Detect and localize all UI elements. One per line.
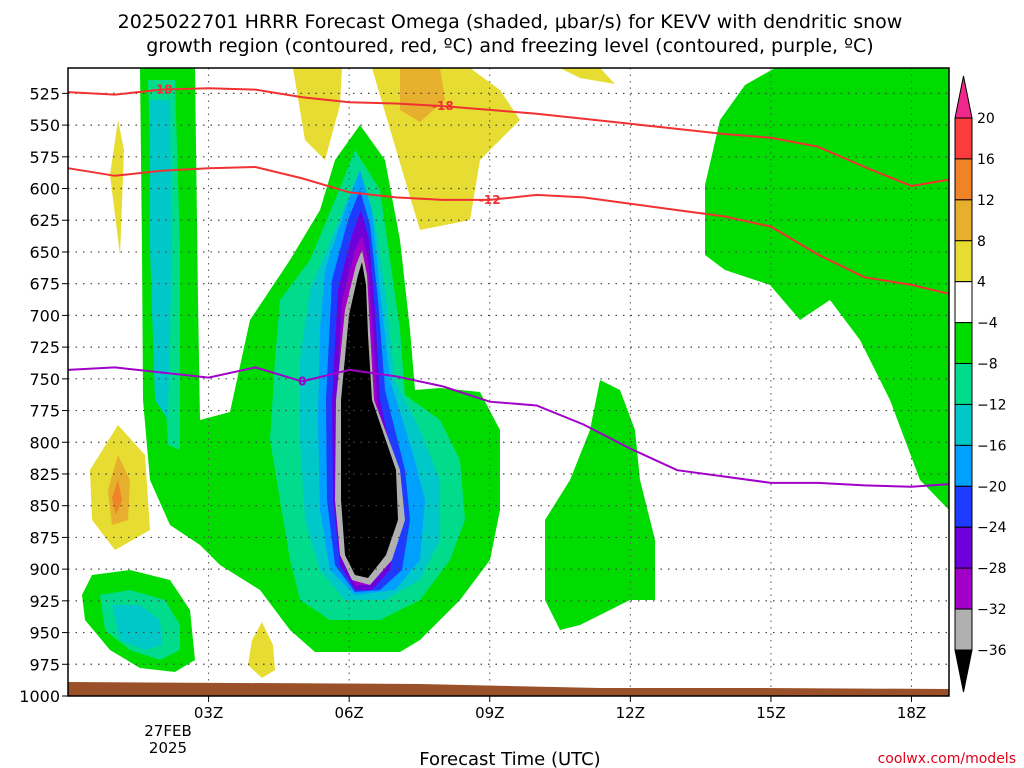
contour-label: 0 bbox=[298, 374, 306, 388]
colorbar-label: −12 bbox=[977, 397, 1007, 413]
credit-text: coolwx.com/models bbox=[878, 751, 1016, 767]
x-tick-label: 06Z bbox=[334, 704, 363, 722]
y-tick-label: 1000 bbox=[19, 687, 60, 706]
colorbar-label: 4 bbox=[977, 275, 986, 291]
plot-area bbox=[68, 68, 949, 696]
colorbar-label: −8 bbox=[977, 357, 998, 373]
x-tick-label: 18Z bbox=[897, 704, 926, 722]
colorbar-label: 16 bbox=[977, 152, 995, 168]
y-tick-label: 600 bbox=[29, 180, 60, 199]
x-axis-ticks: 03Z 06Z 09Z 12Z 15Z 18Z bbox=[194, 696, 926, 722]
colorbar-label: 12 bbox=[977, 193, 995, 209]
colorbar-swatch bbox=[954, 403, 973, 446]
colorbar-label: −24 bbox=[977, 520, 1007, 536]
y-tick-label: 700 bbox=[29, 306, 60, 325]
colorbar-swatch bbox=[954, 117, 973, 160]
y-tick-label: 650 bbox=[29, 243, 60, 262]
colorbar-swatch bbox=[954, 363, 973, 405]
contour-line bbox=[67, 165, 950, 295]
colorbar-swatch bbox=[954, 649, 973, 693]
omega-shading bbox=[82, 68, 949, 678]
contour-lines: -18 -18 -12 0 bbox=[67, 83, 950, 488]
grid-lines bbox=[68, 68, 949, 696]
colorbar-swatch bbox=[954, 158, 973, 201]
colorbar-swatch bbox=[954, 199, 973, 242]
y-tick-label: 925 bbox=[29, 592, 60, 611]
colorbar-swatch bbox=[954, 567, 973, 610]
colorbar-label: −16 bbox=[977, 438, 1007, 454]
y-tick-label: 800 bbox=[29, 433, 60, 452]
colorbar-swatch bbox=[954, 608, 973, 651]
y-tick-label: 975 bbox=[29, 655, 60, 674]
colorbar-label: −28 bbox=[977, 561, 1007, 577]
x-date-label-line1: 27FEB bbox=[144, 722, 191, 740]
colorbar-swatch bbox=[954, 444, 973, 487]
contour-label: -18 bbox=[432, 99, 454, 113]
x-tick-label: 03Z bbox=[194, 704, 223, 722]
y-tick-label: 775 bbox=[29, 402, 60, 421]
x-tick-label: 09Z bbox=[475, 704, 504, 722]
colorbar-label: −36 bbox=[977, 643, 1007, 659]
colorbar-label: −20 bbox=[977, 479, 1007, 495]
y-tick-label: 750 bbox=[29, 370, 60, 389]
y-tick-label: 950 bbox=[29, 624, 60, 643]
y-tick-label: 850 bbox=[29, 497, 60, 516]
y-tick-label: 625 bbox=[29, 211, 60, 230]
x-tick-label: 15Z bbox=[756, 704, 785, 722]
x-tick-label: 12Z bbox=[616, 704, 645, 722]
colorbar-swatch bbox=[954, 485, 973, 528]
contour-line bbox=[67, 87, 950, 188]
y-tick-label: 675 bbox=[29, 275, 60, 294]
y-axis-ticks: 525 550 575 600 625 650 675 700 725 750 775 800 825 8… bbox=[19, 84, 68, 706]
plot-frame bbox=[67, 67, 950, 697]
colorbar-swatch bbox=[954, 322, 973, 365]
colorbar-swatch bbox=[954, 240, 973, 283]
colorbar-label: 20 bbox=[977, 111, 995, 127]
x-axis-label: Forecast Time (UTC) bbox=[419, 749, 600, 768]
y-tick-label: 825 bbox=[29, 465, 60, 484]
y-tick-label: 725 bbox=[29, 338, 60, 357]
colorbar-label: −4 bbox=[977, 316, 998, 332]
contour-line bbox=[67, 366, 950, 488]
chart-title-line1: 2025022701 HRRR Forecast Omega (shaded, … bbox=[118, 11, 903, 33]
y-tick-label: 525 bbox=[29, 84, 60, 103]
colorbar-label: 8 bbox=[977, 234, 986, 250]
y-tick-label: 875 bbox=[29, 528, 60, 547]
colorbar-swatch bbox=[954, 281, 973, 324]
colorbar-swatch bbox=[954, 526, 973, 569]
chart-title-line2: growth region (contoured, red, ºC) and f… bbox=[146, 35, 873, 57]
colorbar: 20 16 12 8 4 −4 −8 −12 −16 −20 −24 −28 −32 −36 bbox=[954, 75, 1007, 693]
y-tick-label: 575 bbox=[29, 148, 60, 167]
contour-label: -18 bbox=[151, 83, 173, 97]
x-date-label-line2: 2025 bbox=[149, 739, 187, 757]
contour-label: -12 bbox=[479, 193, 501, 207]
colorbar-swatch bbox=[954, 75, 973, 119]
terrain-surface bbox=[68, 682, 949, 696]
colorbar-label: −32 bbox=[977, 602, 1007, 618]
y-tick-label: 550 bbox=[29, 116, 60, 135]
y-tick-label: 900 bbox=[29, 560, 60, 579]
